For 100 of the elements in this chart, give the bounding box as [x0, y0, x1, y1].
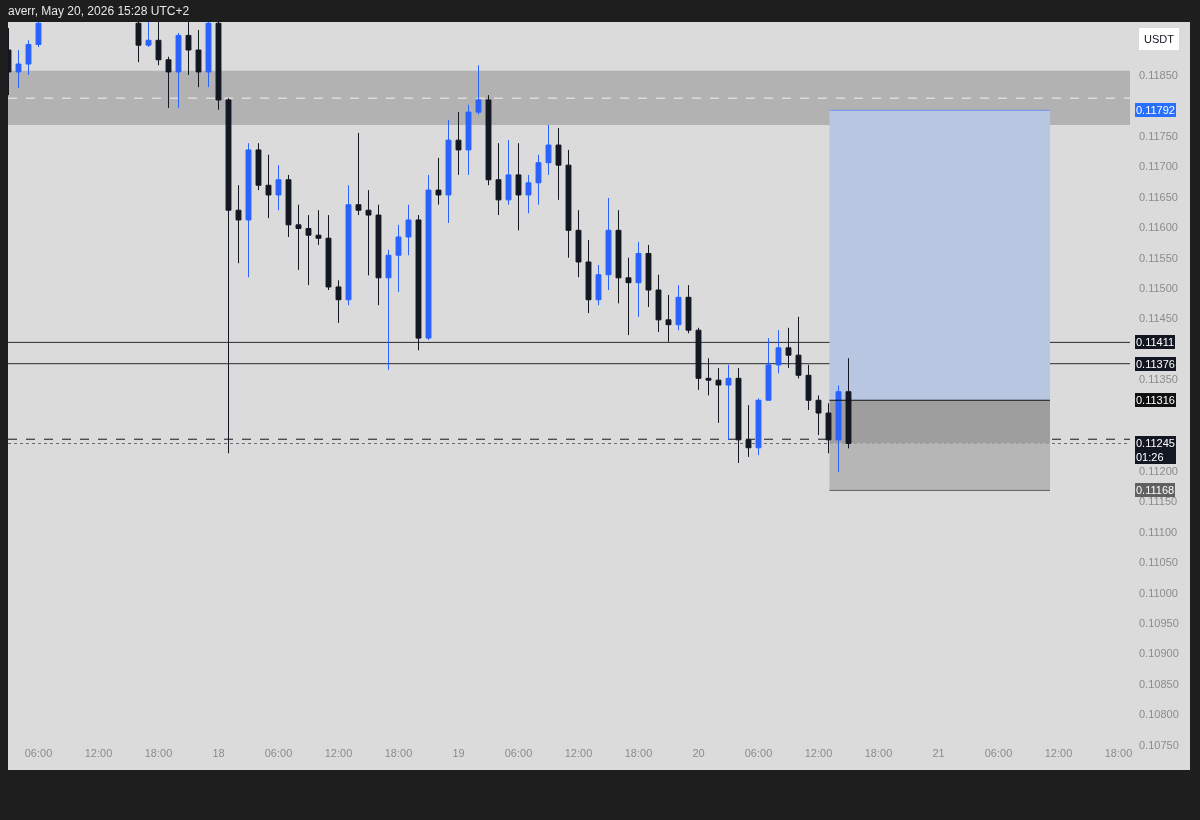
- candlestick: [405, 204, 412, 256]
- x-tick-label: 12:00: [804, 747, 833, 759]
- candlestick: [395, 224, 402, 293]
- x-tick-label: 18:00: [864, 747, 893, 759]
- text: 0.11168: [1136, 484, 1175, 496]
- candlestick: [375, 204, 382, 306]
- candlestick: [275, 164, 282, 211]
- candlestick: [455, 111, 462, 176]
- candlestick: [15, 49, 22, 89]
- y-tick-label: 0.10750: [1139, 738, 1179, 751]
- candlestick: [755, 397, 762, 456]
- candlestick: [805, 364, 812, 411]
- x-tick-label: 06:00: [984, 747, 1013, 759]
- candlestick: [795, 316, 802, 379]
- y-tick-label: 0.11050: [1139, 556, 1178, 569]
- candlestick: [525, 174, 532, 214]
- x-tick-label: 06:00: [744, 747, 773, 759]
- x-tick-label: 18:00: [1104, 747, 1133, 759]
- x-tick-label: 18: [212, 747, 225, 759]
- candlestick: [695, 327, 702, 391]
- candlestick: [285, 174, 292, 238]
- candlestick: [465, 104, 472, 176]
- candlestick: [25, 39, 32, 76]
- candlestick: [315, 209, 322, 246]
- y-tick-label: 0.10850: [1139, 677, 1179, 690]
- y-tick-label: 0.11350: [1139, 373, 1178, 386]
- x-tick-label: 06:00: [264, 747, 293, 759]
- x-tick-label: 12:00: [564, 747, 593, 759]
- candlestick: [605, 197, 612, 291]
- candlestick: [305, 214, 312, 286]
- candlestick: [355, 132, 362, 216]
- text: 0.11792: [1136, 104, 1175, 116]
- candlestick: [265, 154, 272, 219]
- candlestick: [775, 329, 782, 374]
- candlestick: [235, 184, 242, 264]
- x-tick-label: 06:00: [24, 747, 53, 759]
- candlestick: [655, 274, 662, 333]
- x-tick-label: 12:00: [84, 747, 113, 759]
- y-tick-label: 0.11650: [1139, 190, 1178, 203]
- candlestick: [535, 154, 542, 206]
- y-tick-label: 0.11450: [1139, 312, 1178, 325]
- x-tick-label: 18:00: [384, 747, 413, 759]
- candlestick: [765, 337, 772, 401]
- candlestick: [345, 184, 352, 306]
- y-tick-label: 0.11150: [1139, 495, 1178, 508]
- x-tick-label: 19: [452, 747, 465, 759]
- x-tick-label: 12:00: [324, 747, 353, 759]
- y-tick-label: 0.10800: [1139, 708, 1179, 721]
- y-tick-label: 0.11000: [1139, 586, 1178, 599]
- candlestick: [595, 264, 602, 306]
- candlestick: [665, 294, 672, 343]
- y-tick-label: 0.11850: [1139, 68, 1178, 81]
- candlestick: [35, 22, 42, 48]
- candlestick: [505, 139, 512, 206]
- candlestick: [385, 249, 392, 371]
- candlestick: [815, 394, 822, 436]
- candlestick: [545, 124, 552, 176]
- x-tick-label: 18:00: [624, 747, 653, 759]
- candlestick: [155, 22, 162, 66]
- candlestick: [175, 32, 182, 109]
- candlestick: [725, 364, 732, 441]
- candlestick: [195, 29, 202, 88]
- ref-line-label: 0.11376: [1136, 358, 1175, 370]
- candlestick: [575, 209, 582, 278]
- candlestick: [515, 142, 522, 231]
- candlestick: [845, 357, 852, 449]
- candlestick: [625, 257, 632, 336]
- candlestick: [715, 367, 722, 424]
- y-tick-label: 0.11200: [1139, 464, 1178, 477]
- x-tick-label: 18:00: [144, 747, 173, 759]
- candlestick: [245, 142, 252, 278]
- candlestick: [205, 22, 212, 88]
- candlestick: [615, 209, 622, 304]
- candlestick: [705, 357, 712, 396]
- candlestick: [435, 157, 442, 206]
- candlestick: [485, 94, 492, 186]
- y-tick-label: 0.11750: [1139, 129, 1178, 142]
- candlestick: [255, 142, 262, 191]
- y-tick-label: 0.11600: [1139, 221, 1178, 234]
- candlestick: [565, 149, 572, 259]
- candlestick: [585, 239, 592, 314]
- y-axis-title: USDT: [1144, 33, 1175, 45]
- ref-line-label: 0.11411: [1136, 336, 1175, 348]
- x-tick-label: 06:00: [504, 747, 533, 759]
- x-tick-label: 21: [932, 747, 945, 759]
- ref-line-label: 0.11245 01:26: [1136, 437, 1175, 464]
- x-tick-label: 12:00: [1044, 747, 1073, 759]
- candlestick: [645, 244, 652, 308]
- x-tick-label: 20: [692, 747, 705, 759]
- candlestick: [835, 385, 842, 473]
- candlestick: [325, 214, 332, 291]
- candlestick: [185, 22, 192, 76]
- text: 0.11316: [1136, 394, 1175, 406]
- candlestick: [295, 204, 302, 271]
- candlestick: [335, 279, 342, 324]
- candlestick: [135, 22, 142, 63]
- y-tick-label: 0.11100: [1139, 525, 1178, 538]
- candlestick: [685, 284, 692, 334]
- candlestick: [495, 142, 502, 216]
- candlestick: [445, 119, 452, 224]
